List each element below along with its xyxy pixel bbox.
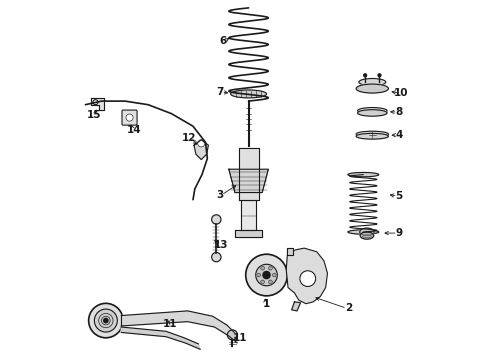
Text: 15: 15 xyxy=(86,111,101,121)
Circle shape xyxy=(126,114,133,121)
Circle shape xyxy=(95,309,117,332)
Text: 3: 3 xyxy=(216,190,223,200)
Polygon shape xyxy=(241,200,256,230)
Text: 7: 7 xyxy=(216,87,223,97)
Text: 11: 11 xyxy=(163,319,177,329)
Polygon shape xyxy=(122,327,200,349)
Text: 11: 11 xyxy=(233,333,247,343)
Circle shape xyxy=(272,273,276,277)
Text: 1: 1 xyxy=(263,299,270,309)
Ellipse shape xyxy=(360,232,374,239)
Text: 12: 12 xyxy=(182,133,196,143)
Ellipse shape xyxy=(356,84,389,93)
Circle shape xyxy=(197,140,205,147)
Circle shape xyxy=(212,252,221,262)
Polygon shape xyxy=(292,302,300,311)
Circle shape xyxy=(263,271,270,279)
Text: 6: 6 xyxy=(220,36,227,46)
Ellipse shape xyxy=(358,110,387,116)
Polygon shape xyxy=(235,230,262,237)
Text: 9: 9 xyxy=(395,228,403,238)
Ellipse shape xyxy=(356,131,389,137)
Circle shape xyxy=(227,330,238,340)
Polygon shape xyxy=(229,169,269,193)
Text: 4: 4 xyxy=(395,130,403,140)
Polygon shape xyxy=(286,248,327,304)
Circle shape xyxy=(269,266,272,270)
Ellipse shape xyxy=(358,108,387,114)
Circle shape xyxy=(269,280,272,284)
Circle shape xyxy=(93,100,98,105)
Circle shape xyxy=(261,280,265,284)
FancyBboxPatch shape xyxy=(122,110,137,125)
Ellipse shape xyxy=(348,230,379,234)
Text: 13: 13 xyxy=(213,239,228,249)
Ellipse shape xyxy=(356,134,389,139)
Polygon shape xyxy=(91,98,104,110)
Ellipse shape xyxy=(231,90,267,98)
Circle shape xyxy=(378,74,381,77)
Circle shape xyxy=(245,254,287,296)
Polygon shape xyxy=(122,311,237,343)
Circle shape xyxy=(89,303,123,338)
Circle shape xyxy=(104,319,108,323)
Ellipse shape xyxy=(360,228,374,236)
Polygon shape xyxy=(287,248,294,255)
Text: 8: 8 xyxy=(395,107,403,117)
Ellipse shape xyxy=(359,78,386,86)
Circle shape xyxy=(261,266,265,270)
Polygon shape xyxy=(194,140,208,159)
Circle shape xyxy=(212,215,221,224)
Circle shape xyxy=(256,264,277,286)
Circle shape xyxy=(257,273,260,277)
Ellipse shape xyxy=(348,172,379,177)
Text: 10: 10 xyxy=(394,88,408,98)
Text: 2: 2 xyxy=(344,303,352,314)
Text: 14: 14 xyxy=(127,125,142,135)
Circle shape xyxy=(300,271,316,287)
Text: 5: 5 xyxy=(395,191,403,201)
Polygon shape xyxy=(239,148,259,200)
Circle shape xyxy=(364,74,367,77)
